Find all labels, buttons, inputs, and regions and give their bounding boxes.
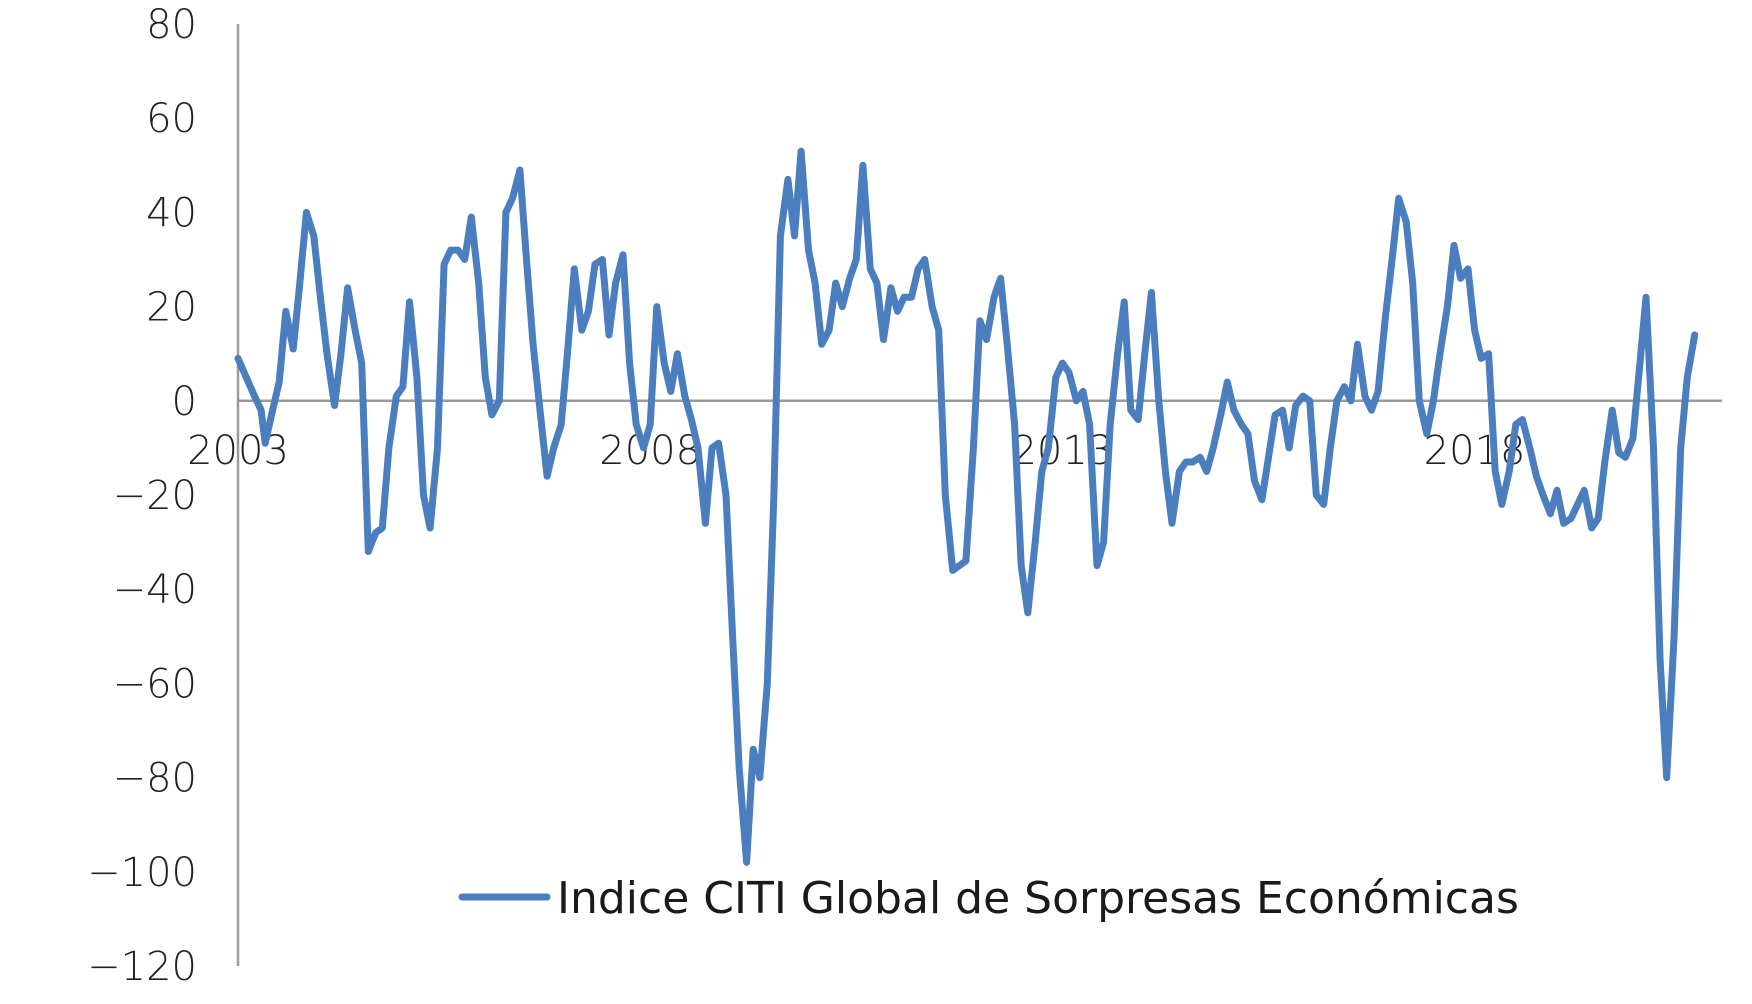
y-tick-label: 60 <box>146 96 197 142</box>
y-tick-label: −100 <box>87 850 197 896</box>
x-tick-label: 2003 <box>187 428 289 474</box>
y-tick-label: 0 <box>172 379 197 425</box>
y-tick-label: −80 <box>113 756 197 802</box>
y-tick-label: −20 <box>113 473 197 519</box>
y-tick-label: 40 <box>146 190 197 236</box>
y-tick-label: 80 <box>146 2 197 48</box>
y-tick-label: −60 <box>113 661 197 707</box>
y-tick-label: −40 <box>113 567 197 613</box>
y-tick-label: 20 <box>146 285 197 331</box>
series-line <box>234 147 1699 866</box>
x-tick-label: 2013 <box>1011 428 1113 474</box>
y-tick-label: −120 <box>87 944 197 990</box>
series-layer <box>234 147 1699 866</box>
legend: Indice CITI Global de Sorpresas Económic… <box>458 873 1519 924</box>
legend-label: Indice CITI Global de Sorpresas Económic… <box>557 873 1519 924</box>
